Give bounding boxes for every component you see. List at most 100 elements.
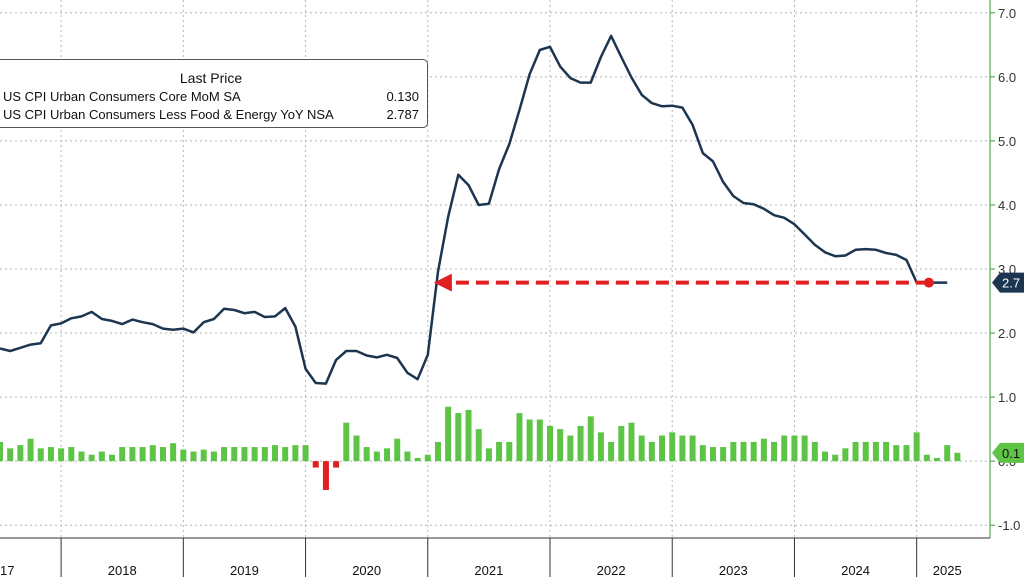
bar [180, 449, 187, 462]
bar [903, 445, 910, 462]
bar [689, 435, 696, 462]
bar [496, 441, 503, 462]
badge-shape [992, 272, 1024, 293]
bar [221, 447, 228, 462]
bar [119, 447, 126, 462]
x-tick-label: 2025 [933, 563, 962, 577]
bar [414, 457, 421, 462]
bar [832, 454, 839, 462]
y-tick-label: 5.0 [998, 134, 1016, 149]
bar [842, 448, 849, 462]
bar [618, 425, 625, 462]
bar [648, 441, 655, 462]
badge-label: 0.1 [1002, 446, 1020, 461]
legend-entry-value: 2.787 [386, 107, 419, 122]
bar [475, 429, 482, 462]
bar [883, 441, 890, 462]
bar [597, 432, 604, 462]
x-tick-label: 2020 [352, 563, 381, 577]
y-tick-label: 7.0 [998, 6, 1016, 21]
bar [271, 445, 278, 462]
bar [384, 448, 391, 462]
bar [139, 447, 146, 462]
x-axis: 17 2018 2019 2020 2021 2022 2023 2024 2025 [0, 537, 990, 577]
bar [669, 432, 676, 462]
legend-entry-name: US CPI Urban Consumers Core MoM SA [3, 89, 241, 104]
bar [852, 441, 859, 462]
bar [506, 441, 513, 462]
bar [404, 451, 411, 462]
legend-entry: US CPI Urban Consumers Core MoM SA 0.130 [3, 89, 419, 104]
annotation-arrow [433, 273, 934, 292]
bar [68, 447, 75, 462]
bar [771, 441, 778, 462]
bar [934, 457, 941, 462]
bar [638, 435, 645, 462]
y-tick-label: 4.0 [998, 198, 1016, 213]
legend: Last Price US CPI Urban Consumers Core M… [0, 59, 428, 128]
last-value-labels: 2.7 0.1 [992, 272, 1024, 463]
bar [445, 406, 452, 462]
bar [88, 454, 95, 462]
bar [944, 445, 951, 462]
x-tick-label: 2024 [841, 563, 870, 577]
bar [720, 447, 727, 462]
bar [231, 447, 238, 462]
badge-shape [992, 442, 1024, 463]
series-line [0, 34, 948, 385]
bar [7, 448, 14, 462]
bar [210, 451, 217, 462]
bar [801, 435, 808, 462]
bar [37, 448, 44, 462]
bar [577, 425, 584, 462]
bar [526, 419, 533, 462]
legend-title: Last Price [179, 70, 243, 86]
bar [47, 447, 54, 462]
bar [424, 454, 431, 462]
arrow-head [433, 273, 452, 292]
bar [149, 445, 156, 462]
bar [750, 441, 757, 462]
bar-series [0, 406, 961, 490]
bar [261, 447, 268, 462]
bar [913, 432, 920, 462]
bar [78, 451, 85, 462]
bar [27, 438, 34, 462]
bar [546, 425, 553, 462]
bar [455, 413, 462, 462]
bar [628, 422, 635, 462]
bar [811, 441, 818, 462]
bar [251, 447, 258, 462]
bar [791, 435, 798, 462]
bar [170, 443, 177, 462]
line-series [0, 34, 948, 385]
badge-label: 2.7 [1002, 276, 1020, 291]
bar [760, 438, 767, 462]
bar [98, 451, 105, 462]
bar [434, 441, 441, 462]
last-value-badge: 0.1 [992, 442, 1024, 463]
bar [587, 416, 594, 462]
bar [109, 454, 116, 462]
last-value-badge: 2.7 [992, 272, 1024, 293]
bar [730, 441, 737, 462]
bar [312, 461, 319, 468]
bar [58, 448, 65, 462]
bar [679, 435, 686, 462]
x-tick-label: 2018 [108, 563, 137, 577]
x-tick-label: 17 [0, 563, 14, 577]
bar [292, 445, 299, 462]
bar [322, 461, 329, 490]
bar [699, 445, 706, 462]
arrow-origin-dot [923, 277, 934, 288]
bar [190, 451, 197, 462]
x-tick-label: 2019 [230, 563, 259, 577]
bar [567, 435, 574, 462]
bar [923, 454, 930, 462]
bar [241, 447, 248, 462]
x-tick-label: 2021 [474, 563, 503, 577]
bar [129, 447, 136, 462]
bar [343, 422, 350, 462]
bar [893, 445, 900, 462]
